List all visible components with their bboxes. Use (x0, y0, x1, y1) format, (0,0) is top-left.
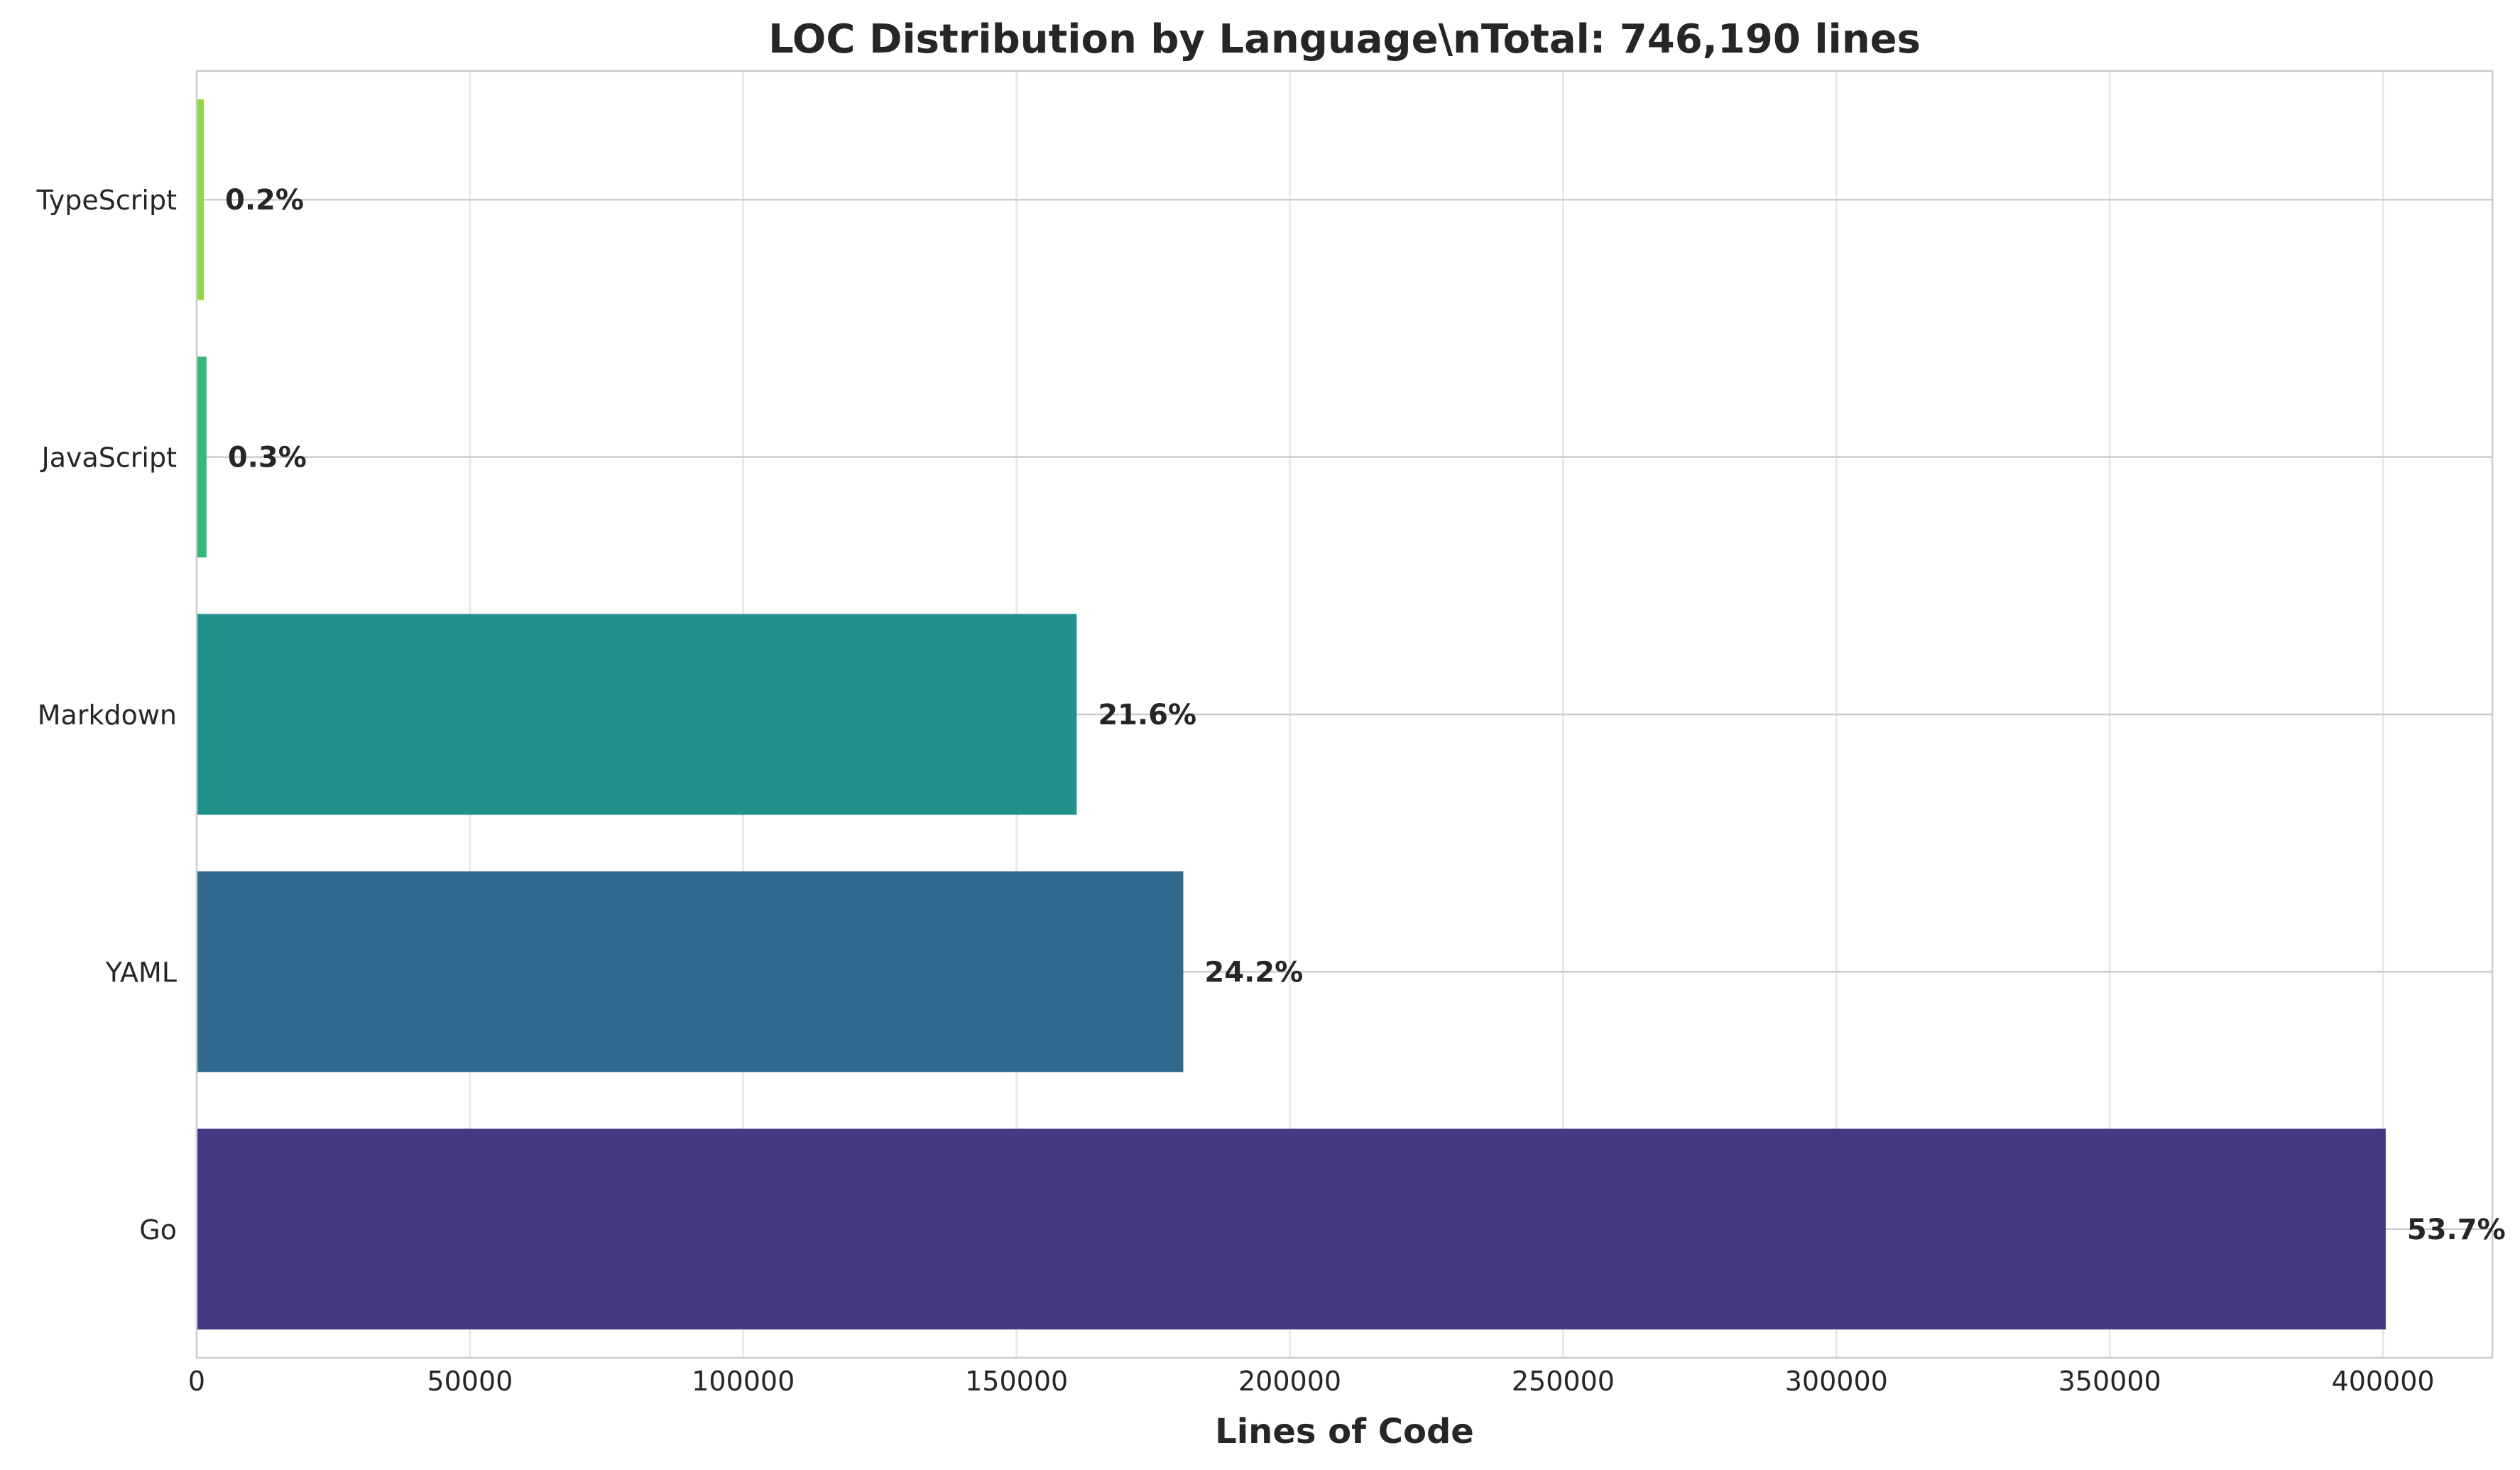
x-axis-ticks: 0 50000 100000 150000 200000 250000 300000 3500… (188, 1366, 2435, 1397)
data-label-go: 53.7% (2407, 1214, 2506, 1246)
x-tick-label: 0 (188, 1366, 205, 1397)
y-tick-label-typescript: TypeScript (36, 185, 178, 216)
x-tick-label: 300000 (1785, 1366, 1888, 1397)
bar-yaml (197, 871, 1184, 1072)
data-label-javascript: 0.3% (228, 442, 307, 474)
bar-go (197, 1128, 2386, 1330)
y-tick-label-markdown: Markdown (38, 699, 177, 731)
data-label-typescript: 0.2% (225, 184, 304, 217)
x-tick-label: 150000 (965, 1366, 1068, 1397)
y-tick-label-javascript: JavaScript (40, 442, 177, 474)
data-label-yaml: 24.2% (1204, 956, 1303, 989)
plot-frame (195, 70, 2494, 1359)
x-tick-label: 200000 (1238, 1366, 1341, 1397)
y-tick-label-go: Go (139, 1214, 177, 1246)
x-tick-label: 100000 (692, 1366, 795, 1397)
chart-title: LOC Distribution by Language\nTotal: 746… (768, 16, 1921, 62)
labels: 53.7% 24.2% 21.6% 0.3% 0.2% (225, 184, 2506, 1246)
bar-typescript (197, 99, 204, 300)
bar-javascript (197, 356, 207, 557)
bars (197, 99, 2386, 1330)
x-tick-label: 50000 (427, 1366, 513, 1397)
x-tick-label: 250000 (1512, 1366, 1615, 1397)
y-axis-ticks: Go YAML Markdown JavaScript TypeScript (36, 185, 178, 1246)
data-label-markdown: 21.6% (1098, 699, 1196, 731)
x-axis-label: Lines of Code (1215, 1412, 1474, 1452)
x-tick-label: 350000 (2058, 1366, 2161, 1397)
y-tick-label-yaml: YAML (105, 957, 177, 988)
bar-markdown (197, 614, 1077, 815)
x-tick-label: 400000 (2332, 1366, 2435, 1397)
